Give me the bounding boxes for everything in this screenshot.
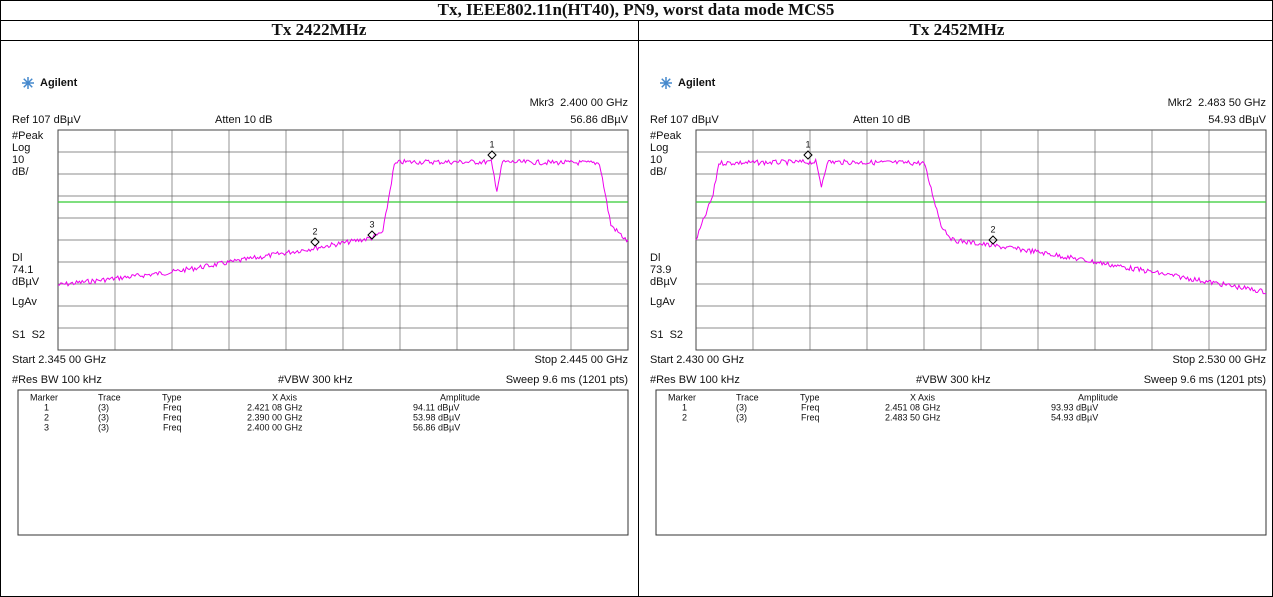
marker-number: 2 — [990, 224, 995, 234]
sweep: Sweep 9.6 ms (1201 pts) — [506, 374, 628, 386]
table-header: Type — [162, 392, 182, 402]
brand: Agilent — [40, 77, 78, 89]
table-cell: 1 — [682, 402, 687, 412]
table-cell: Freq — [801, 402, 820, 412]
marker-diamond — [367, 230, 377, 240]
side-label: 74.1 — [12, 264, 33, 276]
marker-diamond — [487, 150, 497, 160]
side-label: 10 — [650, 154, 662, 166]
side-label: Log — [650, 142, 668, 154]
side-label: Dl — [12, 252, 22, 264]
side-label: #Peak — [650, 130, 682, 142]
vbw: #VBW 300 kHz — [278, 374, 353, 386]
side-label: 10 — [12, 154, 24, 166]
brand-ray — [23, 78, 33, 88]
table-cell: 3 — [44, 422, 49, 432]
marker-number: 2 — [312, 226, 317, 236]
table-cell: 2.400 00 GHz — [247, 422, 303, 432]
marker-amplitude: 56.86 dBµV — [570, 114, 628, 126]
stop-freq: Stop 2.445 00 GHz — [534, 354, 628, 366]
table-header: Type — [800, 392, 820, 402]
marker-diamond — [803, 150, 813, 160]
side-label: Dl — [650, 252, 660, 264]
table-header: Trace — [98, 392, 121, 402]
marker-diamond — [988, 235, 998, 245]
attenuation: Atten 10 dB — [853, 114, 911, 126]
table-cell: 2.483 50 GHz — [885, 412, 941, 422]
table-header: X Axis — [272, 392, 298, 402]
attenuation: Atten 10 dB — [215, 114, 273, 126]
table-cell: 2.421 08 GHz — [247, 402, 303, 412]
start-freq: Start 2.345 00 GHz — [12, 354, 106, 366]
start-freq: Start 2.430 00 GHz — [650, 354, 744, 366]
marker-number: 1 — [805, 139, 810, 149]
table-cell: 56.86 dBµV — [413, 422, 460, 432]
brand-ray — [661, 78, 671, 88]
table-cell: 1 — [44, 402, 49, 412]
panel-heading: Tx 2422MHz — [272, 20, 367, 39]
ref-level: Ref 107 dBµV — [12, 114, 81, 126]
table-cell: 2.390 00 GHz — [247, 412, 303, 422]
side-label: LgAv — [650, 296, 675, 308]
table-header: X Axis — [910, 392, 936, 402]
side-label: #Peak — [12, 130, 44, 142]
table-cell: Freq — [801, 412, 820, 422]
sweep: Sweep 9.6 ms (1201 pts) — [1144, 374, 1266, 386]
table-cell: 2 — [682, 412, 687, 422]
brand-icon — [660, 77, 672, 89]
res-bw: #Res BW 100 kHz — [650, 374, 740, 386]
table-cell: (3) — [736, 402, 747, 412]
marker-diamond — [310, 237, 320, 247]
side-label: dBµV — [650, 276, 678, 288]
marker-number: 1 — [489, 139, 494, 149]
table-cell: 93.93 dBµV — [1051, 402, 1098, 412]
table-header: Marker — [668, 392, 696, 402]
table-cell: 54.93 dBµV — [1051, 412, 1098, 422]
table-cell: (3) — [98, 402, 109, 412]
side-label: S1 S2 — [12, 329, 45, 341]
table-header: Amplitude — [440, 392, 480, 402]
side-label: dB/ — [650, 166, 667, 178]
table-cell: Freq — [163, 422, 182, 432]
brand: Agilent — [678, 77, 716, 89]
marker-table-box — [655, 389, 1267, 536]
brand-icon — [22, 77, 34, 89]
table-cell: (3) — [736, 412, 747, 422]
trace — [695, 157, 1266, 295]
side-label: dB/ — [12, 166, 29, 178]
marker-readout: Mkr3 2.400 00 GHz — [530, 97, 628, 109]
side-label: dBµV — [12, 276, 40, 288]
side-label: S1 S2 — [650, 329, 683, 341]
vbw: #VBW 300 kHz — [916, 374, 991, 386]
table-cell: Freq — [163, 412, 182, 422]
res-bw: #Res BW 100 kHz — [12, 374, 102, 386]
panel-heading: Tx 2452MHz — [910, 20, 1005, 39]
marker-table-box — [17, 389, 629, 536]
side-label: Log — [12, 142, 30, 154]
table-cell: 2 — [44, 412, 49, 422]
page-title: Tx, IEEE802.11n(HT40), PN9, worst data m… — [438, 0, 835, 19]
ref-level: Ref 107 dBµV — [650, 114, 719, 126]
table-header: Marker — [30, 392, 58, 402]
marker-amplitude: 54.93 dBµV — [1208, 114, 1266, 126]
table-cell: 94.11 dBµV — [413, 402, 460, 412]
table-cell: 2.451 08 GHz — [885, 402, 941, 412]
table-header: Amplitude — [1078, 392, 1118, 402]
table-cell: Freq — [163, 402, 182, 412]
marker-readout: Mkr2 2.483 50 GHz — [1168, 97, 1266, 109]
side-label: 73.9 — [650, 264, 671, 276]
table-header: Trace — [736, 392, 759, 402]
side-label: LgAv — [12, 296, 37, 308]
stop-freq: Stop 2.530 00 GHz — [1172, 354, 1266, 366]
table-cell: 53.98 dBµV — [413, 412, 460, 422]
table-cell: (3) — [98, 412, 109, 422]
table-cell: (3) — [98, 422, 109, 432]
trace — [57, 158, 629, 287]
marker-number: 3 — [369, 219, 374, 229]
